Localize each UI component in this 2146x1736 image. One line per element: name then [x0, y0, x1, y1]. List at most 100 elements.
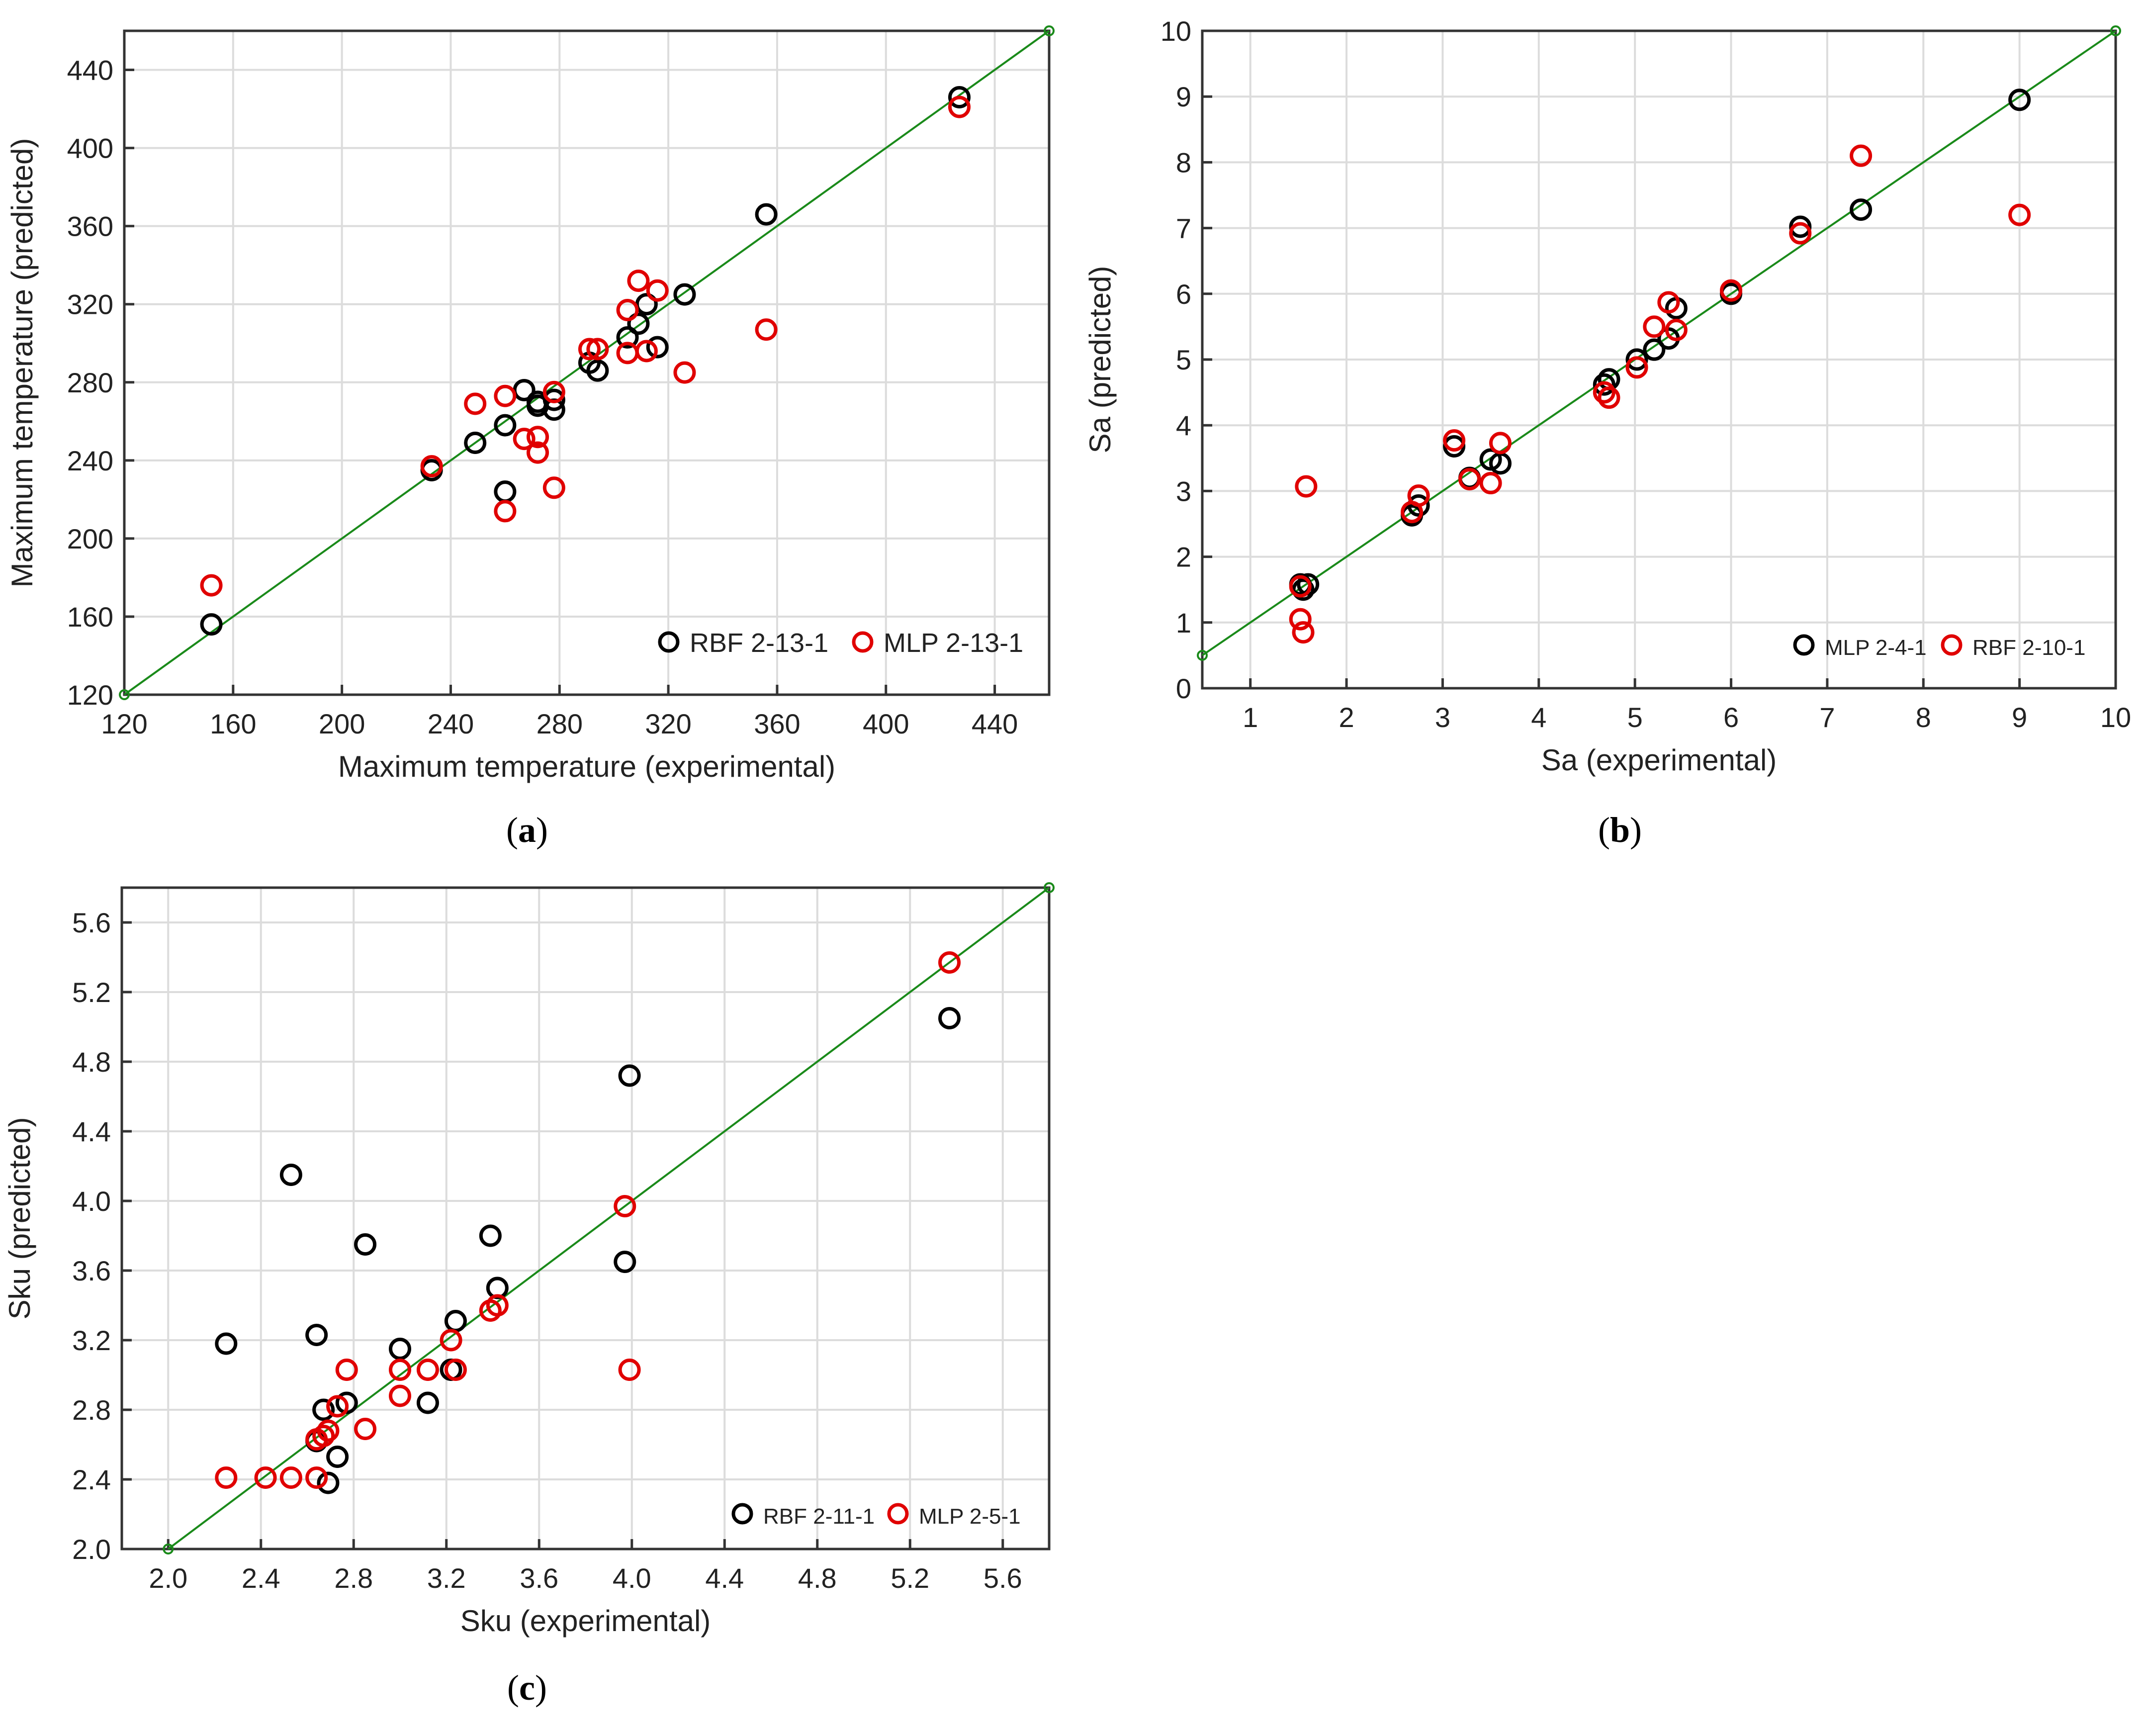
legend-marker [887, 1503, 909, 1525]
data-point [494, 480, 517, 503]
data-point [200, 574, 223, 597]
reference-line-start-marker [163, 1544, 174, 1554]
x-tick-label: 7 [1819, 702, 1835, 733]
y-tick-label: 8 [1176, 147, 1191, 178]
x-axis-title: Sku (experimental) [460, 1604, 711, 1638]
legend: RBF 2-11-1 MLP 2-5-1 [731, 1503, 1021, 1529]
y-tick-label: 10 [1161, 15, 1191, 47]
data-point [354, 1418, 377, 1440]
data-point [627, 270, 650, 292]
data-point [464, 392, 487, 415]
data-point [938, 1007, 961, 1029]
data-point [755, 203, 778, 226]
data-point [312, 1425, 335, 1447]
data-point [948, 86, 971, 108]
reference-line-start-marker [119, 689, 130, 700]
data-point [354, 1233, 377, 1256]
x-tick-label: 5 [1627, 702, 1643, 733]
x-tick-label: 9 [2012, 702, 2027, 733]
y-tick-label: 2.0 [72, 1534, 111, 1565]
data-point [305, 1466, 328, 1489]
legend-marker [1941, 634, 1963, 656]
x-tick-label: 4.0 [613, 1562, 651, 1594]
x-tick-label: 10 [2100, 702, 2131, 733]
data-point [440, 1329, 462, 1352]
data-point [326, 1395, 349, 1418]
data-point [215, 1466, 238, 1489]
data-point [1850, 144, 1873, 167]
data-point [1489, 432, 1512, 455]
chart-panel-b: 1 2 3 4 5 6 7 8 9 10 0 1 2 3 4 5 6 7 8 9 10 Sa (experimental)… [1083, 15, 2131, 850]
data-point [254, 1466, 277, 1489]
y-tick-label: 3.6 [72, 1255, 111, 1286]
data-point [420, 455, 443, 478]
data-point [1407, 484, 1430, 507]
data-point [1657, 291, 1680, 314]
data-point [616, 298, 639, 321]
y-tick-label: 9 [1176, 81, 1191, 112]
data-point [494, 500, 517, 523]
data-point [200, 613, 223, 636]
y-tick-label: 440 [67, 55, 113, 86]
x-tick-label: 4 [1531, 702, 1546, 733]
x-tick-label: 2.8 [334, 1562, 373, 1594]
data-point [305, 1324, 328, 1346]
legend-label: RBF 2-10-1 [1972, 636, 2085, 660]
data-point [635, 340, 658, 363]
series-mlp-2-5-1 [215, 951, 961, 1489]
data-point [1292, 578, 1315, 601]
data-point [614, 1195, 636, 1217]
data-point [513, 378, 536, 401]
series-mlp-2-13-1 [200, 95, 971, 597]
x-tick-label: 2.4 [242, 1562, 280, 1594]
x-tick-label: 2 [1339, 702, 1354, 733]
plot-frame [120, 886, 1051, 1551]
y-tick-label: 240 [67, 445, 113, 476]
y-tick-label: 5 [1176, 344, 1191, 375]
data-point [494, 414, 517, 437]
y-tick-label: 360 [67, 211, 113, 242]
data-point [1720, 279, 1743, 302]
data-point [1443, 429, 1466, 452]
legend: RBF 2-13-1 MLP 2-13-1 [658, 628, 1023, 658]
data-point [416, 1359, 439, 1381]
x-tick-label: 2.0 [149, 1562, 187, 1594]
data-point [2008, 203, 2031, 226]
data-point [755, 318, 778, 341]
y-tick-label: 1 [1176, 607, 1191, 639]
data-point [578, 338, 601, 361]
data-point [673, 361, 696, 384]
chart-panel-a: 120 160 200 240 280 320 360 400 440 120 160 200 240 2… [5, 25, 1055, 850]
y-tick-label: 6 [1176, 278, 1191, 310]
data-point [1289, 608, 1312, 631]
x-tick-label: 3.2 [427, 1562, 466, 1594]
panel-label: (c) [507, 1668, 547, 1708]
x-tick-label: 6 [1723, 702, 1739, 733]
data-point [312, 1398, 335, 1421]
data-point [1625, 356, 1648, 379]
x-tick-label: 8 [1916, 702, 1931, 733]
data-point [673, 283, 696, 306]
data-point [1295, 475, 1318, 498]
data-point [1289, 575, 1312, 598]
data-point [1789, 215, 1812, 238]
data-point [542, 388, 565, 411]
data-point [444, 1359, 467, 1381]
data-point [586, 338, 609, 361]
y-tick-label: 5.6 [72, 907, 111, 938]
legend-marker [731, 1503, 753, 1525]
reference-line-end-marker [1044, 882, 1055, 893]
reference-line [123, 30, 1050, 696]
x-tick-label: 3.6 [520, 1562, 558, 1594]
data-point [614, 1251, 636, 1273]
y-tick-label: 280 [67, 367, 113, 398]
data-point [464, 431, 487, 454]
data-point [618, 1359, 641, 1381]
x-tick-label: 280 [536, 708, 583, 739]
y-axis-title: Sa (predicted) [1083, 266, 1117, 454]
y-tick-label: 400 [67, 133, 113, 164]
y-tick-label: 2 [1176, 542, 1191, 573]
data-point [938, 951, 961, 974]
x-tick-label: 160 [210, 708, 256, 739]
data-point [1789, 222, 1812, 245]
